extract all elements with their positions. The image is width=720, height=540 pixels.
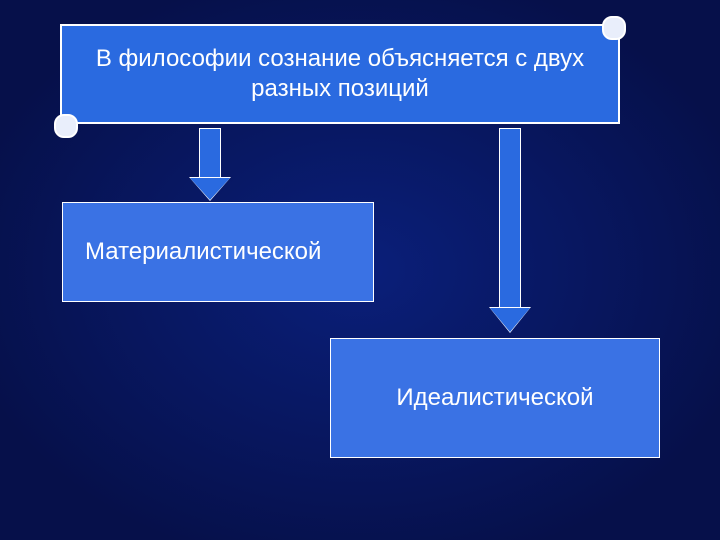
title-scroll: В философии сознание объясняется с двух …	[60, 24, 620, 144]
title-scroll-body: В философии сознание объясняется с двух …	[60, 24, 620, 124]
arrow-to-materialist	[190, 128, 230, 200]
arrow-to-idealist	[490, 128, 530, 332]
scroll-curl-left	[54, 114, 78, 138]
idealist-box: Идеалистической	[330, 338, 660, 458]
arrow-to-idealist-head	[490, 308, 530, 332]
scroll-curl-right	[602, 16, 626, 40]
arrow-to-materialist-shaft	[199, 128, 221, 178]
materialist-box-label: Материалистической	[85, 238, 321, 266]
slide: В философии сознание объясняется с двух …	[0, 0, 720, 540]
materialist-box: Материалистической	[62, 202, 374, 302]
title-text: В философии сознание объясняется с двух …	[82, 44, 598, 104]
idealist-box-label: Идеалистической	[396, 384, 593, 412]
arrow-to-idealist-shaft	[499, 128, 521, 308]
arrow-to-materialist-head	[190, 178, 230, 200]
